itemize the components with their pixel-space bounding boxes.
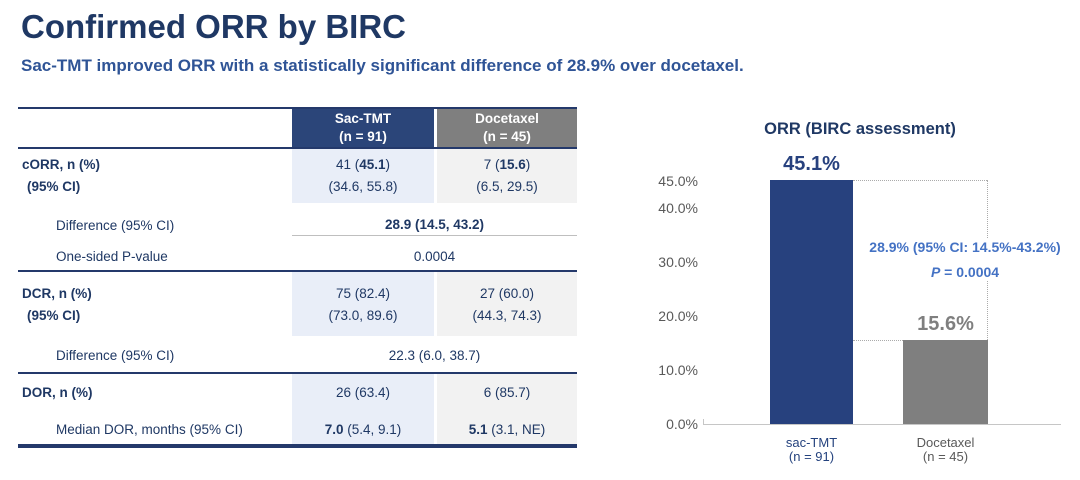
corr-sac-cell: 41 (45.1) (34.6, 55.8) [292,149,434,203]
ytick-20: 20.0% [658,308,698,324]
bar-value-sac-tmt: 45.1% [783,153,840,176]
bracket-top-line [853,180,987,182]
header-sac-tmt: Sac-TMT (n = 91) [292,109,434,147]
annotation-pvalue-text: P = 0.0004 [930,264,1000,280]
ytick-10: 10.0% [658,362,698,378]
bar-docetaxel [903,339,988,424]
header-doc-n: (n = 45) [483,129,531,144]
table-bottom-border [18,444,577,448]
ytick-30: 30.0% [658,254,698,270]
dcr-doc-cell: 27 (60.0) (44.3, 74.3) [434,272,577,336]
corr-pvalue-label: One-sided P-value [56,249,168,264]
row-corr: cORR, n (%) (95% CI) 41 (45.1) (34.6, 55… [18,149,577,203]
header-docetaxel: Docetaxel (n = 45) [434,109,577,147]
xlabel-sac-tmt: sac-TMT (n = 91) [785,435,838,464]
xlabel-docetaxel: Docetaxel (n = 45) [916,435,975,464]
row-dcr: DCR, n (%) (95% CI) 75 (82.4) (73.0, 89.… [18,272,577,336]
corr-label: cORR, n (%) [22,157,101,172]
dcr-sac-cell: 75 (82.4) (73.0, 89.6) [292,272,434,336]
chart-title: ORR (BIRC assessment) [764,120,956,138]
header-sac-n: (n = 91) [339,129,387,144]
results-table: Sac-TMT (n = 91) Docetaxel (n = 45) cORR… [18,107,577,448]
page-subtitle: Sac-TMT improved ORR with a statisticall… [21,56,744,75]
y-axis-stub [703,419,704,424]
corr-diff-value: 28.9 (14.5, 43.2) [292,203,577,236]
header-empty-cell [18,109,292,147]
header-doc-name: Docetaxel [475,111,539,126]
corr-ci-label: (95% CI) [27,179,81,194]
difference-annotation: 28.9% (95% CI: 14.5%-43.2%) P = 0.0004 [862,238,1068,281]
table-header-row: Sac-TMT (n = 91) Docetaxel (n = 45) [18,109,577,149]
annotation-ci-text: 28.9% (95% CI: 14.5%-43.2%) [869,239,1061,255]
ytick-45: 45.0% [658,173,698,189]
row-dor: DOR, n (%) Median DOR, months (95% CI) 2… [18,374,577,444]
row-dcr-difference: Difference (95% CI) 22.3 (6.0, 38.7) [18,336,577,374]
ytick-40: 40.0% [658,200,698,216]
dcr-ci-label: (95% CI) [27,308,81,323]
corr-diff-label: Difference (95% CI) [56,218,175,233]
row-corr-pvalue: One-sided P-value 0.0004 [18,236,577,272]
bar-sac-tmt [770,180,853,424]
dor-sac-cell: 26 (63.4) 7.0 (5.4, 9.1) [292,374,434,444]
x-axis-baseline [703,424,1061,425]
dor-label: DOR, n (%) [22,385,93,400]
row-corr-difference: Difference (95% CI) 28.9 (14.5, 43.2) [18,203,577,236]
bar-value-docetaxel: 15.6% [917,312,974,335]
dcr-label: DCR, n (%) [22,286,92,301]
page-title: Confirmed ORR by BIRC [21,8,407,45]
ytick-0: 0.0% [666,416,698,432]
corr-pvalue-value: 0.0004 [413,249,456,264]
dcr-diff-value: 22.3 (6.0, 38.7) [388,348,481,363]
dor-doc-cell: 6 (85.7) 5.1 (3.1, NE) [434,374,577,444]
corr-doc-cell: 7 (15.6) (6.5, 29.5) [434,149,577,203]
header-sac-name: Sac-TMT [334,111,392,126]
dcr-diff-label: Difference (95% CI) [56,348,175,363]
bracket-lower-line [853,339,903,341]
dor-median-label: Median DOR, months (95% CI) [56,422,243,437]
